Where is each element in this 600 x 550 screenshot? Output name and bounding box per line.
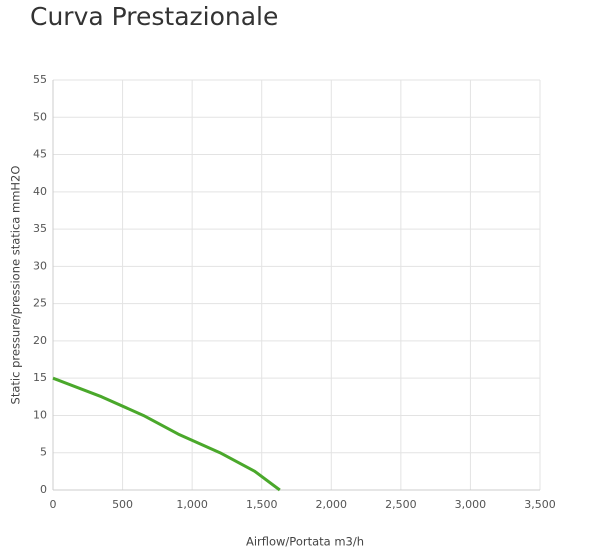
x-tick-label: 1,500 [246, 498, 278, 511]
chart-title: Curva Prestazionale [30, 2, 278, 31]
y-tick-label: 35 [33, 222, 47, 235]
y-tick-label: 45 [33, 148, 47, 161]
y-axis-title: Static pressure/pressione statica mmH2O [9, 166, 23, 405]
y-tick-label: 50 [33, 110, 47, 123]
y-tick-label: 30 [33, 259, 47, 272]
y-tick-label: 40 [33, 185, 47, 198]
x-tick-label: 500 [112, 498, 133, 511]
y-tick-label: 25 [33, 297, 47, 310]
y-tick-label: 15 [33, 371, 47, 384]
x-tick-label: 2,000 [316, 498, 348, 511]
x-tick-label: 3,500 [524, 498, 556, 511]
x-tick-label: 1,000 [176, 498, 208, 511]
x-axis-title: Airflow/Portata m3/h [246, 535, 364, 549]
x-tick-label: 2,500 [385, 498, 417, 511]
y-tick-label: 0 [40, 483, 47, 496]
data-line [52, 376, 281, 492]
y-tick-label: 55 [33, 73, 47, 86]
x-tick-label: 3,000 [455, 498, 487, 511]
y-tick-label: 20 [33, 334, 47, 347]
y-tick-label: 5 [40, 446, 47, 459]
y-tick-label: 10 [33, 408, 47, 421]
x-tick-label: 0 [50, 498, 57, 511]
